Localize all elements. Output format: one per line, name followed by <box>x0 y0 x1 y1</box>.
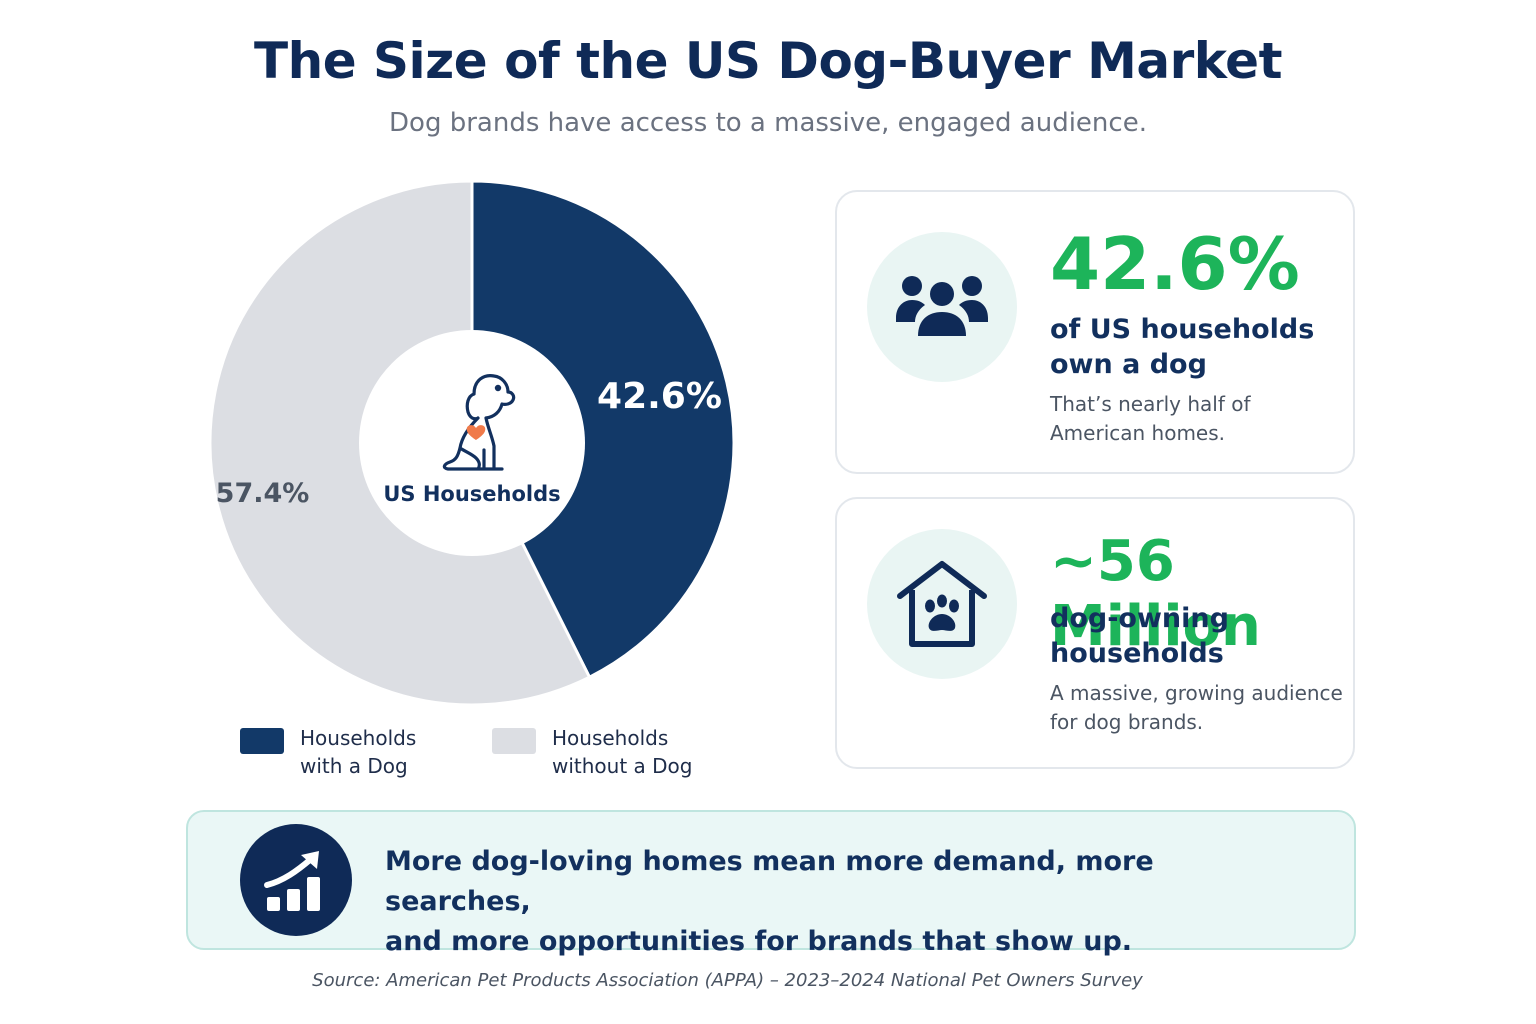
legend-swatch-without-dog <box>492 728 536 754</box>
legend-label-line2: with a Dog <box>300 754 408 778</box>
legend-swatch-with-dog <box>240 728 284 754</box>
pie-slice-with-dog <box>470 179 736 680</box>
stat-mid-line1: of US households <box>1050 314 1315 345</box>
legend-item-with-dog: Households with a Dog <box>240 724 460 780</box>
page-title: The Size of the US Dog-Buyer Market <box>254 32 1282 90</box>
house-paw-icon <box>897 561 987 647</box>
stat-mid-line2: own a dog <box>1050 349 1207 380</box>
legend-item-without-dog: Households without a Dog <box>492 724 712 780</box>
stat-mid-line1: dog-owning <box>1050 603 1229 634</box>
dog-icon <box>442 374 516 471</box>
donut-center-label: US Households <box>383 482 561 506</box>
heart-icon <box>466 425 486 440</box>
stat-card-ownership: 42.6% of US households own a dog That’s … <box>835 190 1355 474</box>
stat-small-line1: That’s nearly half of <box>1050 392 1251 416</box>
stat-big-value: ~56 Million <box>1050 529 1261 659</box>
people-group-icon <box>896 276 988 336</box>
legend-label-line1: Households <box>552 726 669 750</box>
stat-small-line2: for dog brands. <box>1050 710 1204 734</box>
donut-hole <box>359 330 585 556</box>
icon-circle <box>867 232 1017 382</box>
stat-big-value: 42.6% <box>1050 222 1300 306</box>
slice-label-without-dog: 57.4% <box>216 478 310 509</box>
slice-label-with-dog: 42.6% <box>597 376 722 417</box>
banner-line1: More dog-loving homes mean more demand, … <box>385 846 1154 917</box>
growth-chart-icon <box>264 851 320 911</box>
legend-label-line2: without a Dog <box>552 754 693 778</box>
stat-small-line2: American homes. <box>1050 421 1226 445</box>
insight-banner: More dog-loving homes mean more demand, … <box>186 810 1356 957</box>
banner-icon-circle <box>240 824 352 936</box>
legend-label-line1: Households <box>300 726 417 750</box>
icon-circle <box>867 529 1017 679</box>
stat-small-line1: A massive, growing audience <box>1050 681 1343 705</box>
source-citation: Source: American Pet Products Associatio… <box>312 970 1143 991</box>
banner-line2: and more opportunities for brands that s… <box>385 926 1133 957</box>
stat-card-households: ~56 Million dog-owning households A mass… <box>835 497 1355 769</box>
donut-chart: 42.6% 57.4% <box>208 179 736 707</box>
page-subtitle: Dog brands have access to a massive, eng… <box>389 108 1147 138</box>
stat-mid-line2: households <box>1050 638 1224 669</box>
